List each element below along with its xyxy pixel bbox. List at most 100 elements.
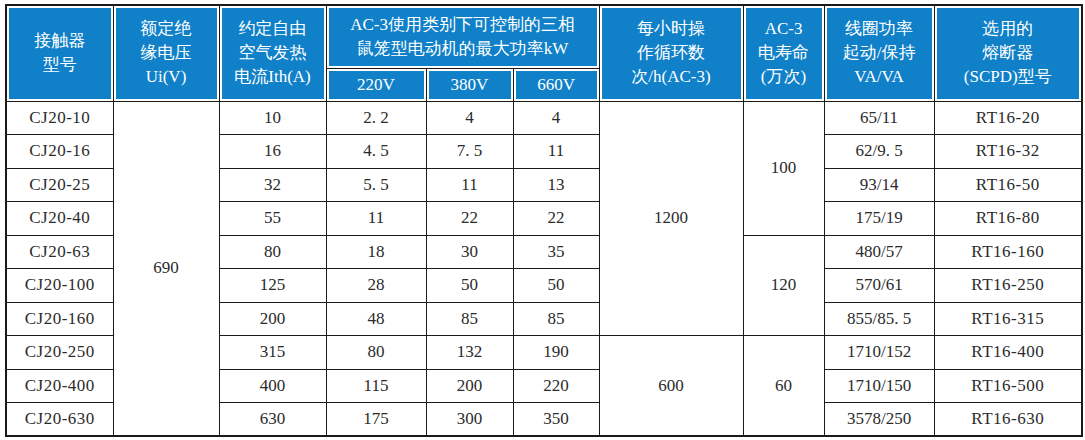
cell-fuse: RT16-250 [934,269,1082,303]
cell-p380: 7. 5 [426,135,513,169]
header-line: 接触器 [7,29,113,53]
cell-ith: 400 [219,369,326,403]
cell-p660: 350 [513,403,599,437]
cell-p220: 18 [326,235,426,269]
cell-life-60: 60 [743,336,824,437]
header-line: 电流Ith(A) [220,65,326,89]
cell-p660: 13 [513,168,599,202]
cell-model: CJ20-250 [6,336,113,370]
cell-fuse: RT16-80 [934,202,1082,236]
cell-p380: 200 [426,369,513,403]
header-contactor-model: 接触器 型号 [6,5,113,101]
spec-table: 接触器 型号 额定绝 缘电压 Ui(V) 约定自由 空气发热 电流Ith(A) … [5,4,1083,437]
cell-p380: 132 [426,336,513,370]
cell-coil: 1710/152 [824,336,934,370]
cell-cycles-600: 600 [599,336,743,437]
header-electrical-life: AC-3 电寿命 (万次) [743,5,824,101]
cell-p380: 11 [426,168,513,202]
header-380v: 380V [426,68,513,101]
cell-fuse: RT16-32 [934,135,1082,169]
cell-ith: 10 [219,101,326,135]
cell-p220: 48 [326,302,426,336]
cell-fuse: RT16-50 [934,168,1082,202]
cell-coil: 855/85. 5 [824,302,934,336]
header-line: Ui(V) [114,65,219,89]
cell-ith: 16 [219,135,326,169]
header-line: AC-3 [744,17,824,41]
cell-model: CJ20-100 [6,269,113,303]
cell-fuse: RT16-20 [934,101,1082,135]
cell-coil: 570/61 [824,269,934,303]
cell-p220: 28 [326,269,426,303]
cell-p660: 11 [513,135,599,169]
cell-life-100: 100 [743,101,824,235]
cell-p660: 35 [513,235,599,269]
header-line: 次/h(AC-3) [600,65,743,89]
header-220v: 220V [326,68,426,101]
header-line: 线圈功率 [825,17,934,41]
cell-coil: 480/57 [824,235,934,269]
cell-cycles-1200: 1200 [599,101,743,336]
cell-p380: 300 [426,403,513,437]
cell-p220: 80 [326,336,426,370]
cell-p380: 50 [426,269,513,303]
header-line: 电寿命 [744,41,824,65]
cell-coil: 3578/250 [824,403,934,437]
cell-p660: 4 [513,101,599,135]
cell-ith: 200 [219,302,326,336]
cell-model: CJ20-25 [6,168,113,202]
header-line: 作循环数 [600,41,743,65]
header-ac3-max-power: AC-3使用类别下可控制的三相 鼠笼型电动机的最大功率kW [326,5,599,68]
cell-fuse: RT16-400 [934,336,1082,370]
cell-p660: 85 [513,302,599,336]
cell-p660: 22 [513,202,599,236]
cell-model: CJ20-63 [6,235,113,269]
cell-p220: 175 [326,403,426,437]
header-660v: 660V [513,68,599,101]
cell-model: CJ20-40 [6,202,113,236]
cell-ith: 125 [219,269,326,303]
table-header: 接触器 型号 额定绝 缘电压 Ui(V) 约定自由 空气发热 电流Ith(A) … [6,5,1082,101]
cell-fuse: RT16-160 [934,235,1082,269]
cell-p220: 115 [326,369,426,403]
cell-p660: 220 [513,369,599,403]
cell-p380: 85 [426,302,513,336]
cell-ith: 630 [219,403,326,437]
cell-p380: 4 [426,101,513,135]
table-row: CJ20-10 690 10 2. 2 4 4 1200 100 65/11 R… [6,101,1082,135]
header-insulation-voltage: 额定绝 缘电压 Ui(V) [113,5,219,101]
header-line: AC-3使用类别下可控制的三相 [327,13,599,37]
cell-p220: 4. 5 [326,135,426,169]
cell-p380: 30 [426,235,513,269]
cell-ui-value: 690 [113,101,219,436]
cell-coil: 93/14 [824,168,934,202]
cell-coil: 65/11 [824,101,934,135]
header-thermal-current: 约定自由 空气发热 电流Ith(A) [219,5,326,101]
cell-model: CJ20-160 [6,302,113,336]
cell-model: CJ20-630 [6,403,113,437]
cell-ith: 80 [219,235,326,269]
cell-p660: 50 [513,269,599,303]
cell-fuse: RT16-500 [934,369,1082,403]
cell-p220: 2. 2 [326,101,426,135]
header-line: (万次) [744,65,824,89]
header-line: 每小时操 [600,17,743,41]
cell-model: CJ20-400 [6,369,113,403]
cell-coil: 62/9. 5 [824,135,934,169]
header-line: 约定自由 [220,17,326,41]
cell-coil: 175/19 [824,202,934,236]
cell-p380: 22 [426,202,513,236]
header-line: 选用的 [935,17,1082,41]
header-line: 起动/保持 [825,41,934,65]
table-body: CJ20-10 690 10 2. 2 4 4 1200 100 65/11 R… [6,101,1082,436]
cell-p220: 11 [326,202,426,236]
header-line: 空气发热 [220,41,326,65]
cell-p660: 190 [513,336,599,370]
page: 接触器 型号 额定绝 缘电压 Ui(V) 约定自由 空气发热 电流Ith(A) … [0,0,1085,440]
header-line: 型号 [7,53,113,77]
cell-fuse: RT16-315 [934,302,1082,336]
header-line: 鼠笼型电动机的最大功率kW [327,37,599,61]
header-line: VA/VA [825,65,934,89]
cell-ith: 55 [219,202,326,236]
cell-model: CJ20-16 [6,135,113,169]
